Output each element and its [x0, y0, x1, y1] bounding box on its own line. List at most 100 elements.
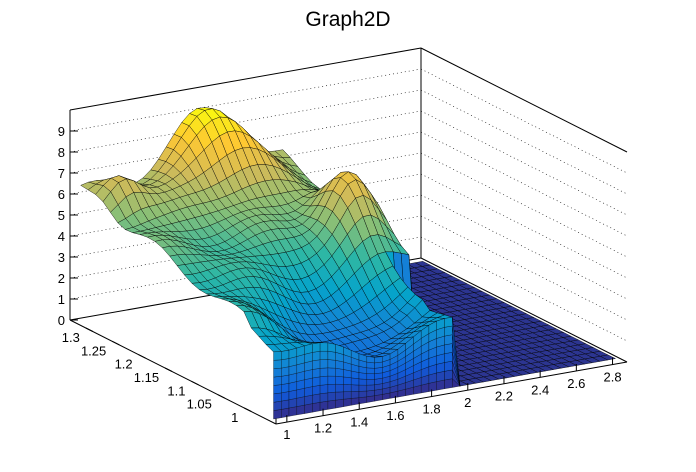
surface-wall-cell [327, 367, 336, 377]
grid-line [420, 110, 628, 216]
surface-wall-cell [444, 325, 453, 337]
grid-line [420, 236, 628, 342]
y-tick [85, 327, 94, 332]
surface-wall-cell [351, 391, 360, 399]
frame-edge [69, 47, 422, 111]
surface-wall-cell [351, 377, 360, 386]
surface-wall-cell [281, 399, 290, 410]
surface-wall-cell [312, 368, 321, 379]
surface-wall-cell [319, 375, 329, 386]
surface-wall-cell [281, 383, 290, 394]
surface-wall-cell [281, 374, 290, 385]
surface-wall-cell [327, 351, 336, 361]
surface-wall-cell [296, 404, 305, 416]
surface-wall-cell [304, 394, 313, 406]
surface-wall-cell [366, 356, 375, 364]
surface-wall-cell [351, 384, 360, 392]
z-tick-label: 3 [58, 250, 65, 265]
surface-wall-cell [319, 359, 329, 369]
surface-wall-cell [327, 384, 336, 393]
surface-wall-cell [319, 351, 329, 360]
z-tick-label: 0 [58, 313, 65, 328]
surface-wall-cell [327, 342, 336, 353]
surface-wall-cell [366, 384, 375, 392]
surface-wall-cell [312, 342, 321, 353]
z-tick-label: 9 [58, 124, 65, 139]
surface-wall-cell [312, 359, 321, 370]
surface-wall-cell [319, 400, 329, 411]
surface-wall-cell [312, 385, 321, 396]
surface-wall-cell [366, 379, 375, 386]
x-tick-label: 1.8 [423, 402, 441, 417]
surface-wall-cell [327, 399, 336, 410]
surface-wall-cell [374, 356, 383, 364]
surface-wall-cell [444, 360, 453, 372]
surface-wall-cell [343, 376, 352, 385]
surface-wall-cell [312, 393, 321, 404]
surface-wall-cell [343, 398, 352, 407]
surface-wall-cell [304, 403, 313, 414]
x-axis-line [275, 361, 628, 425]
y-tick [112, 340, 120, 346]
surface-wall-cell [374, 367, 383, 374]
x-axis-ticks: 1 1.2 1.4 1.6 1.8 2 2.2 2.4 2.6 2.8 [283, 357, 622, 442]
grid-line [69, 68, 422, 132]
z-tick-label: 6 [58, 187, 65, 202]
surface-wall-cell [273, 400, 282, 411]
x-tick-label: 1.6 [386, 408, 404, 423]
z-tick-label: 2 [58, 271, 65, 286]
y-tick-label: 1.15 [134, 370, 159, 385]
grid-line [420, 131, 628, 237]
surface-wall-cell [444, 352, 453, 363]
grid-line [420, 173, 628, 279]
surface-wall-cell [374, 361, 383, 369]
surface-wall-cell [351, 397, 360, 406]
surface-wall-cell [273, 351, 282, 361]
surface-wall-cell [358, 396, 367, 405]
surface-wall-cell [327, 391, 336, 402]
y-tick-label: 1.3 [62, 330, 80, 345]
x-tick-label: 2.4 [531, 382, 549, 397]
surface-wall-cell [281, 358, 290, 369]
y-tick [191, 380, 199, 386]
x-tick-label: 1.2 [314, 421, 332, 436]
y-axis-ticks: 1 1.051.1 1.151.2 1.251.3 [62, 327, 252, 425]
grid-lines [69, 68, 628, 342]
y-tick-label: 1.2 [115, 357, 133, 372]
surface-wall-cell [358, 378, 367, 386]
surface-wall-cell [335, 399, 344, 409]
y-axis-line [69, 319, 277, 425]
surface-wall-cell [273, 409, 282, 420]
x-tick-label: 2.2 [495, 389, 513, 404]
surface-wall-cell [358, 390, 367, 398]
surface-wall-cell [343, 391, 352, 400]
surface-wall-cell [436, 371, 445, 382]
surface-wall-cell [319, 384, 329, 394]
frame-edge [420, 47, 628, 153]
x-tick-label: 1 [283, 427, 290, 442]
y-tick [138, 354, 146, 359]
surface-wall-cell [281, 350, 290, 360]
surface-wall-cell [366, 390, 375, 397]
y-tick-label: 1.25 [81, 343, 106, 358]
frame-edge [420, 257, 628, 363]
surface-wall-cell [436, 379, 445, 391]
surface-wall-cell [358, 384, 367, 392]
grid-line [420, 194, 628, 300]
surface-wall-cell [327, 375, 336, 385]
surface-wall-cell [319, 367, 329, 377]
x-tick-label: 2.8 [603, 370, 621, 385]
surface-wall-cell [327, 359, 336, 369]
surface-wall-cell [335, 376, 344, 385]
surface-wall-cell [312, 351, 321, 362]
surface-wall-cell [312, 402, 321, 413]
surface-wall-cell [319, 392, 329, 403]
y-tick-label: 1.1 [167, 383, 185, 398]
z-tick-label: 5 [58, 208, 65, 223]
grid-line [420, 152, 628, 258]
z-tick-label: 4 [58, 229, 65, 244]
y-tick [217, 394, 226, 399]
surface-wall-cell [288, 406, 297, 417]
surface-wall-cell [273, 392, 282, 403]
surface-wall-cell [444, 317, 453, 328]
